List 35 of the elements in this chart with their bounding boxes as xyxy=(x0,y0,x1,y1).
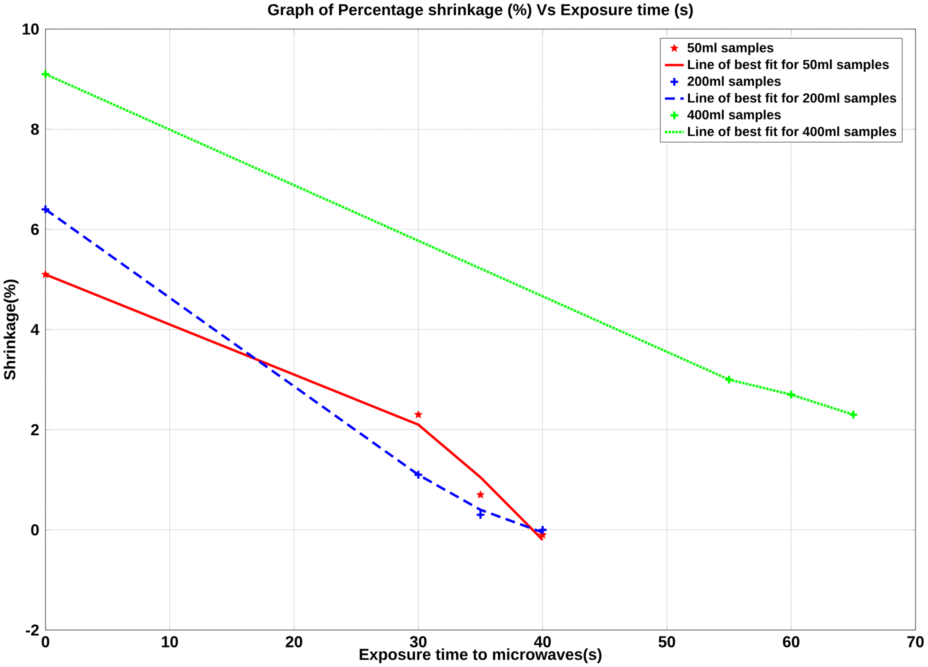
x-tick-label: 40 xyxy=(534,636,551,648)
legend-label: 400ml samples xyxy=(687,110,781,122)
x-tick-label: 20 xyxy=(286,636,302,648)
point xyxy=(786,390,796,400)
y-axis-title: Shrinkage(%) xyxy=(4,280,19,380)
y-tick-label: 0 xyxy=(31,524,39,536)
legend-label: Line of best fit for 50ml samples xyxy=(688,60,889,72)
x-axis-title: Exposure time to microwaves(s) xyxy=(360,648,602,664)
y-tick-label: 4 xyxy=(30,324,40,336)
y-tick-label: 10 xyxy=(22,24,39,35)
point xyxy=(413,470,424,480)
point xyxy=(476,510,486,520)
point xyxy=(724,374,734,385)
legend-label: Line of best fit for 200ml samples xyxy=(688,93,896,106)
point xyxy=(414,410,422,418)
y-tick-label: -2 xyxy=(26,624,39,636)
y-tick-label: 8 xyxy=(31,124,39,135)
legend-label: 200ml samples xyxy=(688,76,781,89)
x-tick-label: 30 xyxy=(410,636,427,648)
point xyxy=(538,524,548,535)
legend-label: Line of best fit for 400ml samples xyxy=(688,126,896,139)
y-tick-label: 6 xyxy=(31,224,39,236)
x-tick-label: 0 xyxy=(42,636,50,648)
point xyxy=(476,490,484,498)
x-tick-label: 70 xyxy=(907,636,924,648)
chart-title: Graph of Percentage shrinkage (%) Vs Exposure time (s) xyxy=(268,4,693,19)
point xyxy=(848,410,858,420)
x-tick-label: 60 xyxy=(782,636,800,648)
x-tick-label: 10 xyxy=(162,636,178,648)
point xyxy=(40,69,50,80)
point xyxy=(40,204,50,214)
legend-label: 50ml samples xyxy=(688,42,774,56)
y-tick-label: 2 xyxy=(31,424,39,436)
point xyxy=(42,270,50,278)
x-tick-label: 50 xyxy=(658,636,676,648)
